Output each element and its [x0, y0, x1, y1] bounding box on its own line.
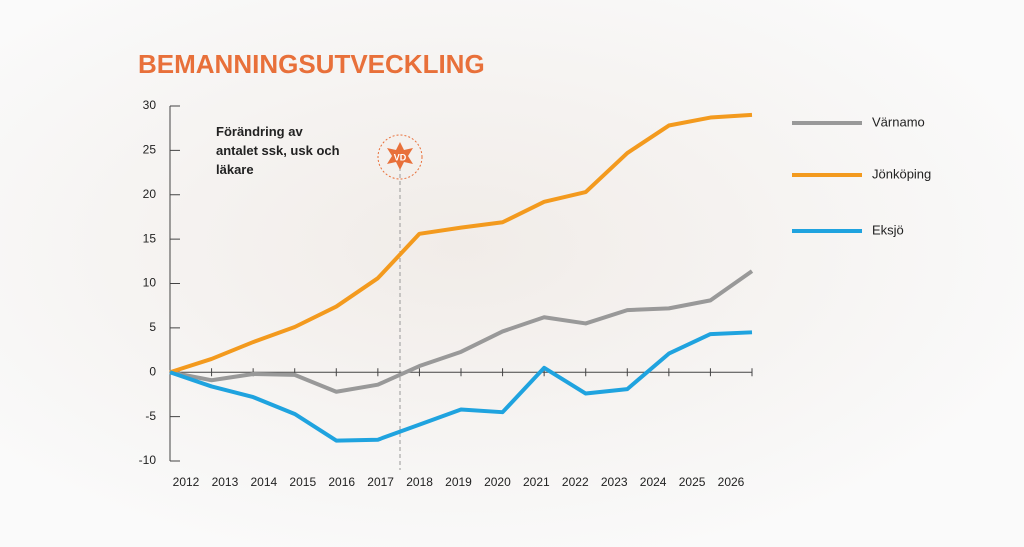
x-tick-label: 2014: [251, 475, 278, 489]
x-tick-label: 2018: [406, 475, 433, 489]
legend-label: Värnamo: [872, 114, 925, 129]
x-tick-label: 2022: [562, 475, 589, 489]
x-tick-label: 2017: [367, 475, 394, 489]
y-tick-label: -10: [139, 453, 157, 467]
y-tick-label: 10: [143, 276, 157, 290]
y-tick-label: 30: [143, 98, 157, 112]
x-tick-label: 2016: [328, 475, 355, 489]
series-line: [169, 330, 753, 443]
x-tick-label: 2024: [640, 475, 667, 489]
annotation-box: Förändring av antalet ssk, usk och läkar…: [216, 124, 340, 177]
x-tick-label: 2026: [718, 475, 745, 489]
y-tick-label: 15: [143, 231, 157, 245]
annotation: Förändring av antalet ssk, usk och läkar…: [216, 124, 340, 177]
series-line: [169, 269, 754, 394]
x-tick-label: 2019: [445, 475, 472, 489]
y-tick-label: 5: [149, 320, 156, 334]
x-tick-label: 2015: [289, 475, 316, 489]
x-tick-label: 2023: [601, 475, 628, 489]
x-tick-label: 2012: [173, 475, 200, 489]
badge: VD: [377, 134, 423, 180]
chart-title: BEMANNINGSUTVECKLING: [138, 49, 485, 79]
x-tick-label: 2020: [484, 475, 511, 489]
y-tick-label: 0: [149, 364, 156, 378]
y-tick-label: 20: [143, 187, 157, 201]
badge-label: VD: [394, 152, 407, 162]
legend-label: Eksjö: [872, 222, 904, 237]
y-tick-label: -5: [145, 409, 156, 423]
series-line: [169, 112, 753, 375]
x-tick-label: 2013: [212, 475, 239, 489]
x-tick-label: 2021: [523, 475, 550, 489]
y-tick-label: 25: [143, 143, 157, 157]
legend-label: Jönköping: [872, 166, 931, 181]
x-tick-label: 2025: [679, 475, 706, 489]
